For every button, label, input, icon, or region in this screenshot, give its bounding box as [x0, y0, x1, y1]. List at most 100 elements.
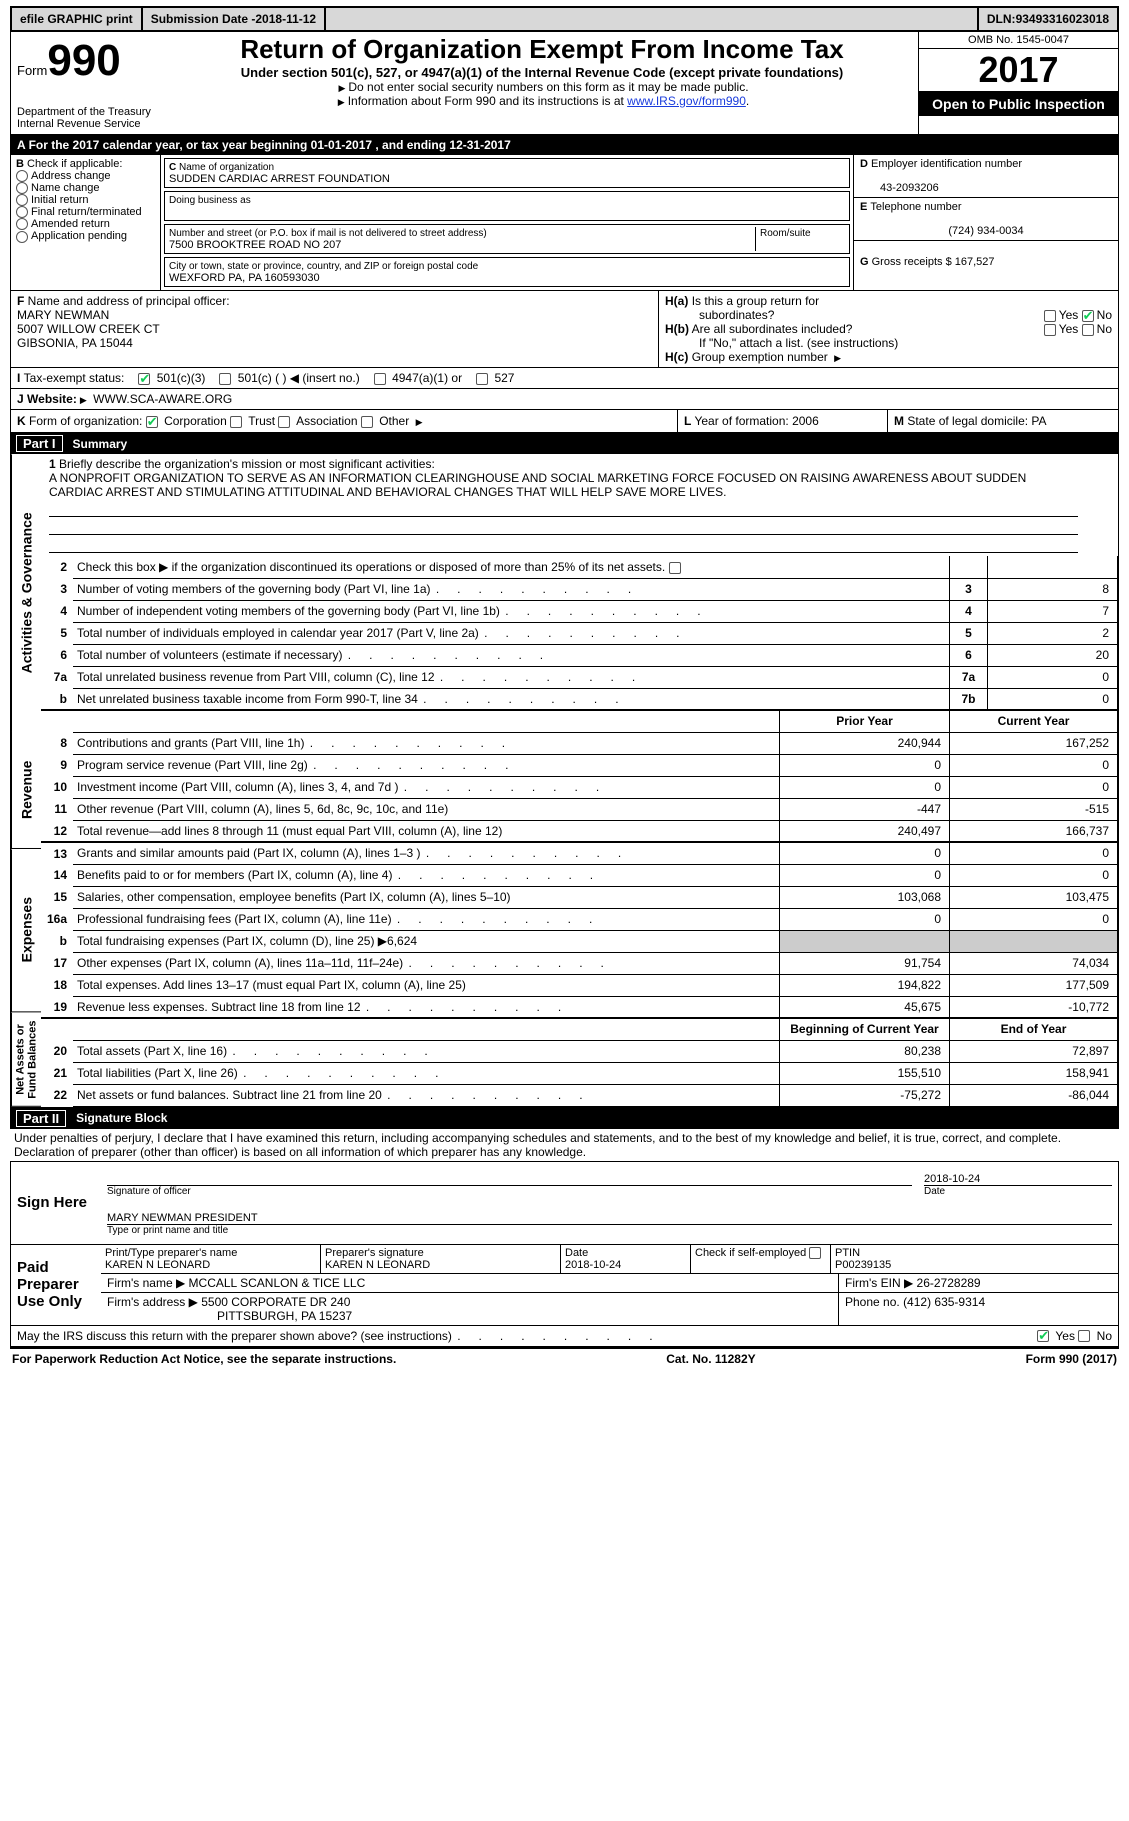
checkbox-name-change[interactable] [16, 182, 28, 194]
form-number: 990 [47, 36, 120, 85]
checkbox-address-change[interactable] [16, 170, 28, 182]
r18p: 194,822 [780, 974, 950, 996]
part2-tag: Part II [16, 1110, 66, 1127]
checkbox-pending[interactable] [16, 231, 28, 243]
topbar-spacer [326, 8, 977, 30]
opt-4947: 4947(a)(1) or [392, 371, 462, 385]
paid-preparer-label: Paid Preparer Use Only [11, 1245, 101, 1325]
city-label: City or town, state or province, country… [169, 261, 478, 272]
r20p: 80,238 [780, 1040, 950, 1062]
v7a: 0 [988, 666, 1118, 688]
l15: Salaries, other compensation, employee b… [73, 886, 780, 908]
r14p: 0 [780, 864, 950, 886]
l17: Other expenses (Part IX, column (A), lin… [73, 952, 780, 974]
r19c: -10,772 [950, 996, 1118, 1018]
v6: 20 [988, 644, 1118, 666]
arrow-icon [831, 350, 844, 364]
pt-name-l: Print/Type preparer's name [105, 1247, 237, 1259]
pt-name: KAREN N LEONARD [105, 1259, 210, 1271]
line1-block: 1 Briefly describe the organization's mi… [41, 454, 1118, 556]
org-street: 7500 BROOKTREE ROAD NO 207 [169, 239, 341, 251]
col-d-right: D Employer identification number43-20932… [853, 155, 1118, 290]
l12: Total revenue—add lines 8 through 11 (mu… [73, 820, 780, 842]
r9p: 0 [780, 754, 950, 776]
hb-label: Are all subordinates included? [692, 322, 853, 336]
officer-signature-line[interactable] [107, 1166, 912, 1186]
header-mid: Return of Organization Exempt From Incom… [166, 32, 918, 134]
cb-trust[interactable] [230, 416, 242, 428]
ein-value: 43-2093206 [860, 182, 1112, 194]
r16c: 0 [950, 908, 1118, 930]
l9: Program service revenue (Part VIII, line… [73, 754, 780, 776]
cb-501c3[interactable] [138, 373, 150, 385]
hb-yes[interactable] [1044, 324, 1056, 336]
eoy-hdr: End of Year [950, 1018, 1118, 1040]
discuss-no[interactable] [1078, 1330, 1090, 1342]
opt-527: 527 [494, 371, 514, 385]
m-cell: M State of legal domicile: PA [888, 410, 1118, 432]
firm-name: MCCALL SCANLON & TICE LLC [189, 1276, 366, 1290]
l13: Grants and similar amounts paid (Part IX… [73, 842, 780, 864]
sign-here-label: Sign Here [11, 1162, 101, 1244]
cb-4947[interactable] [374, 373, 386, 385]
firm-addr2: PITTSBURGH, PA 15237 [107, 1309, 352, 1323]
pt-sig: KAREN N LEONARD [325, 1259, 430, 1271]
cb-527[interactable] [476, 373, 488, 385]
subdate-value: 2018-11-12 [255, 12, 316, 26]
cb-self-employed[interactable] [809, 1247, 821, 1259]
v3: 8 [988, 578, 1118, 600]
r15p: 103,068 [780, 886, 950, 908]
dba-label: Doing business as [169, 195, 251, 206]
l7b: Net unrelated business taxable income fr… [73, 688, 950, 710]
ha-yes[interactable] [1044, 310, 1056, 322]
checkbox-final[interactable] [16, 206, 28, 218]
org-name: SUDDEN CARDIAC ARREST FOUNDATION [169, 173, 390, 185]
l-cell: L Year of formation: 2006 [678, 410, 888, 432]
sig-officer-cap: Signature of officer [107, 1186, 912, 1197]
vtab-expenses: Expenses [11, 849, 41, 1012]
checkbox-amended[interactable] [16, 218, 28, 230]
efile-label: efile GRAPHIC print [12, 8, 143, 30]
irs-link[interactable]: www.IRS.gov/form990 [627, 94, 746, 108]
dln-label: DLN: [987, 12, 1016, 26]
summary-table: 2Check this box ▶ if the organization di… [41, 556, 1118, 1107]
r22c: -86,044 [950, 1084, 1118, 1106]
cb-corp[interactable] [146, 416, 158, 428]
signature-block: Sign Here Signature of officer 2018-10-2… [10, 1161, 1119, 1326]
l21: Total liabilities (Part X, line 26) [73, 1062, 780, 1084]
irs-label: Internal Revenue Service [17, 118, 160, 130]
arrow-icon [335, 80, 348, 94]
phone-value: (724) 934-0034 [860, 225, 1112, 237]
opt-final: Final return/terminated [31, 206, 142, 218]
k-corp: Corporation [164, 414, 227, 428]
checkbox-initial[interactable] [16, 194, 28, 206]
cb-other[interactable] [361, 416, 373, 428]
hb-no[interactable] [1082, 324, 1094, 336]
part1-header: Part I Summary [10, 433, 1119, 454]
ha-no[interactable] [1082, 310, 1094, 322]
v7b: 0 [988, 688, 1118, 710]
summary-section: Activities & Governance Revenue Expenses… [10, 454, 1119, 1108]
cb-discontinued[interactable] [669, 562, 681, 574]
l20: Total assets (Part X, line 16) [73, 1040, 780, 1062]
r9c: 0 [950, 754, 1118, 776]
section-a-through-m: A For the 2017 calendar year, or tax yea… [10, 134, 1119, 410]
r18c: 177,509 [950, 974, 1118, 996]
r15c: 103,475 [950, 886, 1118, 908]
form-subtitle: Under section 501(c), 527, or 4947(a)(1)… [170, 65, 914, 80]
discuss-row: May the IRS discuss this return with the… [10, 1326, 1119, 1347]
website-value: WWW.SCA-AWARE.ORG [93, 392, 232, 406]
discuss-yes[interactable] [1037, 1330, 1049, 1342]
vtab-revenue: Revenue [11, 732, 41, 849]
cb-assoc[interactable] [278, 416, 290, 428]
header-right: OMB No. 1545-0047 2017 Open to Public In… [918, 32, 1118, 134]
l14: Benefits paid to or for members (Part IX… [73, 864, 780, 886]
cb-501c[interactable] [219, 373, 231, 385]
opt-name: Name change [31, 182, 100, 194]
k-assoc: Association [296, 414, 357, 428]
officer-street: 5007 WILLOW CREEK CT [17, 322, 160, 336]
subdate-label: Submission Date - [151, 12, 256, 26]
opt-initial: Initial return [31, 194, 88, 206]
firm-addr1: 5500 CORPORATE DR 240 [201, 1295, 350, 1309]
l19: Revenue less expenses. Subtract line 18 … [73, 996, 780, 1018]
